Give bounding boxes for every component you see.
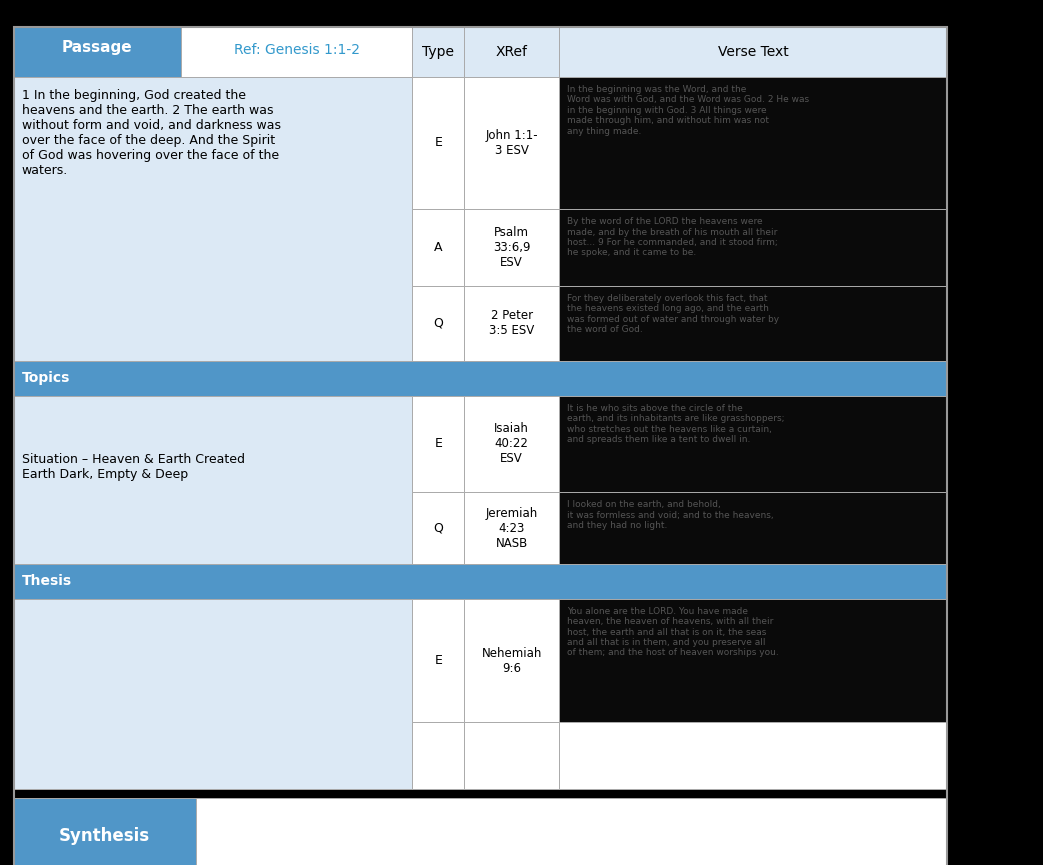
Bar: [412, 395, 464, 492]
Bar: [559, 599, 947, 722]
Text: E: E: [434, 438, 442, 451]
Text: Psalm
33:6,9
ESV: Psalm 33:6,9 ESV: [493, 226, 530, 269]
Bar: [464, 209, 559, 285]
Text: In the beginning was the Word, and the
Word was with God, and the Word was God. : In the beginning was the Word, and the W…: [567, 85, 809, 136]
Bar: [412, 209, 464, 285]
Text: 1 In the beginning, God created the
heavens and the earth. 2 The earth was
witho: 1 In the beginning, God created the heav…: [22, 89, 281, 177]
Bar: [559, 209, 947, 285]
Text: By the word of the LORD the heavens were
made, and by the breath of his mouth al: By the word of the LORD the heavens were…: [567, 217, 778, 258]
Bar: [412, 722, 464, 789]
Bar: [464, 599, 559, 722]
Bar: [559, 285, 947, 361]
Bar: [412, 77, 464, 209]
Text: Ref: Genesis 1:1-2: Ref: Genesis 1:1-2: [234, 43, 360, 57]
Text: E: E: [434, 137, 442, 150]
Text: John 1:1-
3 ESV: John 1:1- 3 ESV: [485, 129, 538, 157]
Bar: [14, 798, 196, 865]
Text: Verse Text: Verse Text: [718, 45, 789, 59]
Bar: [14, 28, 181, 77]
Bar: [412, 599, 464, 722]
Bar: [559, 395, 947, 492]
Text: Synthesis: Synthesis: [59, 828, 150, 845]
Bar: [559, 77, 947, 209]
Text: Type: Type: [422, 45, 455, 59]
Bar: [14, 599, 412, 789]
Bar: [14, 77, 412, 361]
Bar: [412, 492, 464, 564]
Bar: [14, 564, 947, 599]
Bar: [464, 77, 559, 209]
Bar: [181, 28, 412, 77]
Text: For they deliberately overlook this fact, that
the heavens existed long ago, and: For they deliberately overlook this fact…: [567, 294, 779, 334]
Text: Thesis: Thesis: [22, 574, 72, 588]
Text: I looked on the earth, and behold,
it was formless and void; and to the heavens,: I looked on the earth, and behold, it wa…: [567, 500, 774, 530]
Text: XRef: XRef: [495, 45, 528, 59]
Bar: [464, 492, 559, 564]
Bar: [464, 722, 559, 789]
Text: 2 Peter
3:5 ESV: 2 Peter 3:5 ESV: [489, 310, 534, 337]
Bar: [14, 361, 947, 395]
Text: Q: Q: [433, 317, 443, 330]
Bar: [559, 722, 947, 789]
Text: Q: Q: [433, 522, 443, 535]
Bar: [196, 798, 947, 865]
Bar: [14, 395, 412, 564]
Bar: [559, 492, 947, 564]
Text: It is he who sits above the circle of the
earth, and its inhabitants are like gr: It is he who sits above the circle of th…: [567, 404, 784, 444]
Text: A: A: [434, 240, 442, 253]
Text: Nehemiah
9:6: Nehemiah 9:6: [482, 646, 541, 675]
Text: You alone are the LORD. You have made
heaven, the heaven of heavens, with all th: You alone are the LORD. You have made he…: [567, 607, 779, 657]
Bar: [464, 285, 559, 361]
Bar: [14, 28, 947, 865]
Text: Passage: Passage: [62, 41, 132, 55]
Text: Jeremiah
4:23
NASB: Jeremiah 4:23 NASB: [485, 507, 538, 549]
Bar: [559, 28, 947, 77]
Bar: [464, 28, 559, 77]
Bar: [412, 285, 464, 361]
Bar: [412, 28, 464, 77]
Bar: [464, 395, 559, 492]
Text: Situation – Heaven & Earth Created
Earth Dark, Empty & Deep: Situation – Heaven & Earth Created Earth…: [22, 453, 245, 481]
Text: E: E: [434, 654, 442, 667]
Text: Isaiah
40:22
ESV: Isaiah 40:22 ESV: [494, 422, 529, 465]
Text: Topics: Topics: [22, 371, 70, 385]
